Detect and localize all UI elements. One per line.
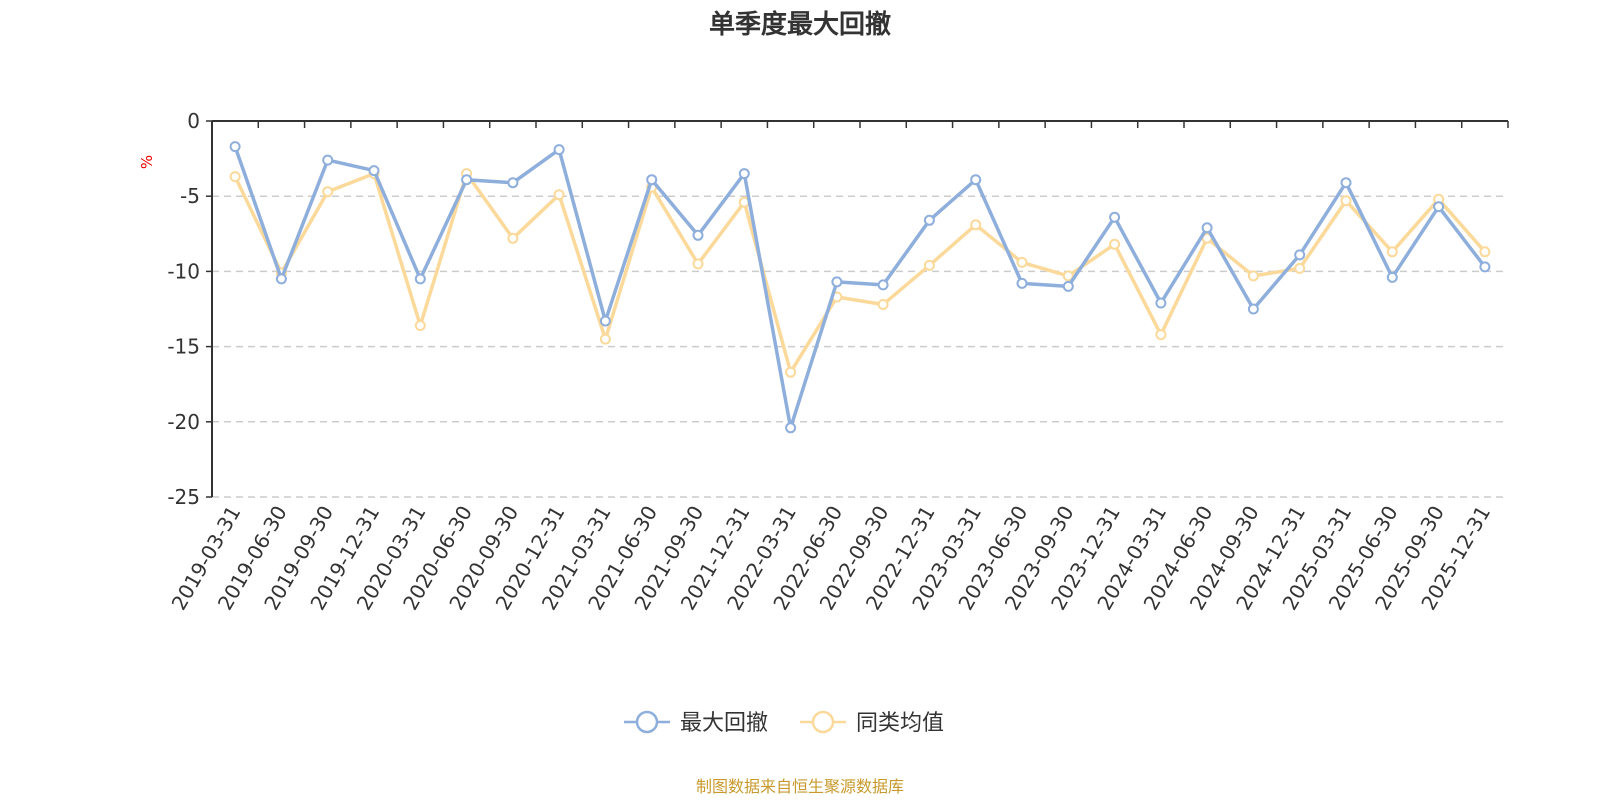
data-point[interactable] xyxy=(1247,270,1259,282)
data-point[interactable] xyxy=(322,186,334,198)
data-point[interactable] xyxy=(970,174,982,186)
data-point[interactable] xyxy=(414,273,426,285)
data-point[interactable] xyxy=(1201,222,1213,234)
data-point[interactable] xyxy=(1155,329,1167,341)
data-point[interactable] xyxy=(1109,211,1121,223)
legend[interactable]: 最大回撤 同类均值 xyxy=(624,710,944,736)
data-point[interactable] xyxy=(1062,270,1074,282)
series-layer xyxy=(229,141,1491,434)
data-point[interactable] xyxy=(831,276,843,288)
data-point[interactable] xyxy=(877,279,889,291)
data-point[interactable] xyxy=(507,177,519,189)
series-0 xyxy=(229,141,1491,434)
legend-marker xyxy=(811,710,835,734)
y-tick-label: -10 xyxy=(167,259,200,283)
y-tick-label: -20 xyxy=(167,410,200,434)
legend-label: 同类均值 xyxy=(856,711,944,736)
data-point[interactable] xyxy=(785,422,797,434)
data-point[interactable] xyxy=(1340,195,1352,207)
data-point[interactable] xyxy=(692,229,704,241)
data-point[interactable] xyxy=(368,165,380,177)
axes: 0-5-10-15-20-252019-03-312019-06-302019-… xyxy=(167,109,1509,614)
data-point[interactable] xyxy=(923,259,935,271)
legend-item-0[interactable]: 最大回撤 xyxy=(624,710,768,736)
data-point[interactable] xyxy=(1016,277,1028,289)
data-point[interactable] xyxy=(599,315,611,327)
data-point[interactable] xyxy=(1479,261,1491,273)
data-point[interactable] xyxy=(1294,262,1306,274)
data-point[interactable] xyxy=(785,366,797,378)
data-point[interactable] xyxy=(1479,246,1491,258)
data-point[interactable] xyxy=(507,232,519,244)
data-point[interactable] xyxy=(692,258,704,270)
data-point[interactable] xyxy=(1433,201,1445,213)
legend-item-1[interactable]: 同类均值 xyxy=(800,710,944,736)
data-point[interactable] xyxy=(877,299,889,310)
data-point[interactable] xyxy=(970,219,982,231)
y-tick-label: -15 xyxy=(167,335,200,359)
legend-label: 最大回撤 xyxy=(680,711,768,736)
y-tick-label: -25 xyxy=(167,485,200,509)
y-tick-label: -5 xyxy=(180,184,200,208)
data-point[interactable] xyxy=(1294,249,1306,261)
data-point[interactable] xyxy=(322,154,334,166)
grid xyxy=(212,195,1508,498)
series-line xyxy=(233,171,1487,374)
chart-title: 单季度最大回撤 xyxy=(709,9,891,40)
data-point[interactable] xyxy=(1386,271,1398,283)
series-line xyxy=(233,146,1487,430)
y-axis-unit: % xyxy=(138,155,156,169)
data-point[interactable] xyxy=(1016,256,1028,268)
data-point[interactable] xyxy=(738,168,750,180)
data-point[interactable] xyxy=(229,171,241,183)
data-point[interactable] xyxy=(1386,246,1398,258)
data-point[interactable] xyxy=(1109,238,1121,250)
y-tick-label: 0 xyxy=(187,109,200,133)
data-point[interactable] xyxy=(553,189,565,201)
data-point[interactable] xyxy=(1247,303,1259,315)
data-point[interactable] xyxy=(553,144,565,156)
data-point[interactable] xyxy=(1062,280,1074,292)
data-point[interactable] xyxy=(923,214,935,226)
data-point[interactable] xyxy=(1340,177,1352,189)
source-note: 制图数据来自恒生聚源数据库 xyxy=(696,777,904,796)
legend-marker xyxy=(635,710,659,734)
data-point[interactable] xyxy=(414,320,426,331)
data-point[interactable] xyxy=(646,174,658,186)
data-point[interactable] xyxy=(275,273,287,285)
data-point[interactable] xyxy=(461,174,473,186)
data-point[interactable] xyxy=(1155,297,1167,309)
data-point[interactable] xyxy=(599,333,611,345)
data-point[interactable] xyxy=(229,141,241,153)
